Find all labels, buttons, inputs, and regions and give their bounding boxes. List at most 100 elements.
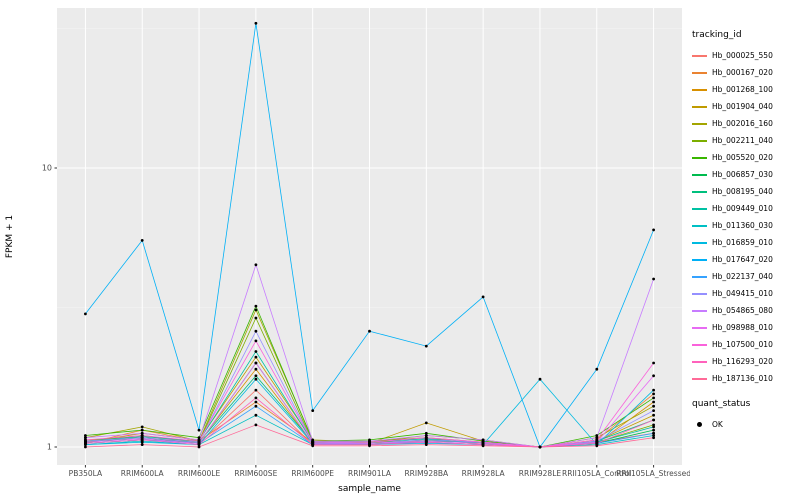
legend-title-tracking-id: tracking_id	[692, 30, 742, 40]
line-swatch-icon	[692, 309, 707, 312]
data-point	[254, 413, 258, 417]
legend-item-ok: OK	[692, 416, 798, 433]
y-tick-label: 10	[42, 164, 52, 173]
data-point	[254, 404, 258, 408]
x-axis-title: sample_name	[338, 484, 401, 494]
line-swatch-icon	[692, 105, 707, 108]
legend-item-Hb_049415_010: Hb_049415_010	[692, 285, 798, 302]
data-point	[140, 440, 144, 444]
data-point	[652, 361, 655, 365]
data-point	[652, 423, 655, 427]
data-point	[652, 425, 655, 429]
legend-item-label: Hb_000167_020	[712, 68, 773, 77]
legend-item-Hb_000167_020: Hb_000167_020	[692, 64, 798, 81]
data-point	[254, 377, 258, 381]
data-point	[140, 431, 144, 435]
data-point	[254, 355, 258, 359]
data-point	[652, 436, 655, 440]
ok-point-icon	[697, 422, 702, 427]
line-swatch-icon	[692, 275, 707, 278]
x-tick-label: RRIM600SE	[234, 469, 277, 478]
line-swatch-icon	[692, 207, 707, 210]
x-tick-label: RRIM600LE	[178, 469, 221, 478]
legend-item-Hb_001268_100: Hb_001268_100	[692, 81, 798, 98]
legend-item-label: Hb_022137_040	[712, 272, 773, 281]
line-swatch-icon	[692, 360, 707, 363]
legend-item-label: Hb_005520_020	[712, 153, 773, 162]
tracking-id-legend-items: Hb_000025_550 Hb_000167_020 Hb_001268_100 H…	[692, 47, 798, 387]
data-point	[652, 434, 655, 437]
data-point	[538, 377, 542, 381]
data-point	[368, 329, 371, 333]
legend-item-Hb_054865_080: Hb_054865_080	[692, 302, 798, 319]
data-point	[84, 312, 87, 316]
legend-item-ok-label: OK	[712, 420, 723, 429]
data-point	[140, 434, 144, 437]
data-point	[595, 367, 599, 371]
line-swatch-icon	[692, 156, 707, 159]
data-point	[652, 277, 655, 281]
data-point	[197, 443, 201, 446]
data-point	[140, 428, 144, 432]
data-point	[84, 445, 87, 449]
data-point	[140, 438, 144, 442]
data-point	[197, 445, 201, 449]
legend-item-label: Hb_008195_040	[712, 187, 773, 196]
data-point	[84, 438, 87, 442]
data-point	[254, 388, 258, 392]
legend-item-Hb_002016_160: Hb_002016_160	[692, 115, 798, 132]
x-tick-label: RRIM928BA	[404, 469, 449, 478]
data-point	[368, 440, 371, 444]
line-swatch-icon	[692, 173, 707, 176]
data-point	[197, 436, 201, 440]
data-point	[424, 440, 428, 444]
data-point	[424, 436, 428, 440]
legend-item-label: Hb_107500_010	[712, 340, 773, 349]
data-point	[254, 304, 258, 308]
data-point	[652, 409, 655, 412]
x-tick-label: PB350LA	[69, 469, 103, 478]
x-tick-label: RRII105LA_Control	[562, 469, 632, 478]
data-point	[84, 442, 87, 445]
legend-item-label: Hb_098988_010	[712, 323, 773, 332]
data-point	[595, 434, 599, 437]
data-point	[652, 418, 655, 422]
data-point	[140, 443, 144, 446]
data-point	[254, 316, 258, 320]
data-point	[652, 228, 655, 232]
data-point	[254, 21, 258, 25]
data-point	[424, 431, 428, 435]
legend-item-label: Hb_187136_010	[712, 374, 773, 383]
legend-item-label: Hb_006857_030	[712, 170, 773, 179]
x-tick-label: RRII105LA_Stressed	[616, 469, 690, 478]
line-swatch-icon	[692, 224, 707, 227]
line-swatch-icon	[692, 258, 707, 261]
legend-item-Hb_008195_040: Hb_008195_040	[692, 183, 798, 200]
data-point	[254, 350, 258, 353]
data-point	[368, 444, 371, 448]
data-point	[84, 436, 87, 440]
data-point	[254, 374, 258, 378]
legend-item-label: Hb_017647_020	[712, 255, 773, 264]
legend-item-Hb_022137_040: Hb_022137_040	[692, 268, 798, 285]
data-point	[424, 421, 428, 425]
line-swatch-icon	[692, 241, 707, 244]
data-point	[254, 361, 258, 365]
line-swatch-icon	[692, 292, 707, 295]
legend-item-label: Hb_001904_040	[712, 102, 773, 111]
data-point	[140, 425, 144, 429]
data-point	[481, 438, 485, 442]
legend-item-Hb_006857_030: Hb_006857_030	[692, 166, 798, 183]
legend-item-Hb_001904_040: Hb_001904_040	[692, 98, 798, 115]
data-point	[595, 444, 599, 448]
legend-item-Hb_009449_010: Hb_009449_010	[692, 200, 798, 217]
legend-item-Hb_005520_020: Hb_005520_020	[692, 149, 798, 166]
legend-item-Hb_187136_010: Hb_187136_010	[692, 370, 798, 387]
legend-item-label: Hb_011360_030	[712, 221, 773, 230]
data-point	[311, 444, 315, 448]
data-point	[254, 367, 258, 371]
line-swatch-icon	[692, 326, 707, 329]
x-tick-label: RRIM600LA	[121, 469, 165, 478]
data-point	[652, 413, 655, 417]
x-tick-label: RRIM928LA	[462, 469, 506, 478]
